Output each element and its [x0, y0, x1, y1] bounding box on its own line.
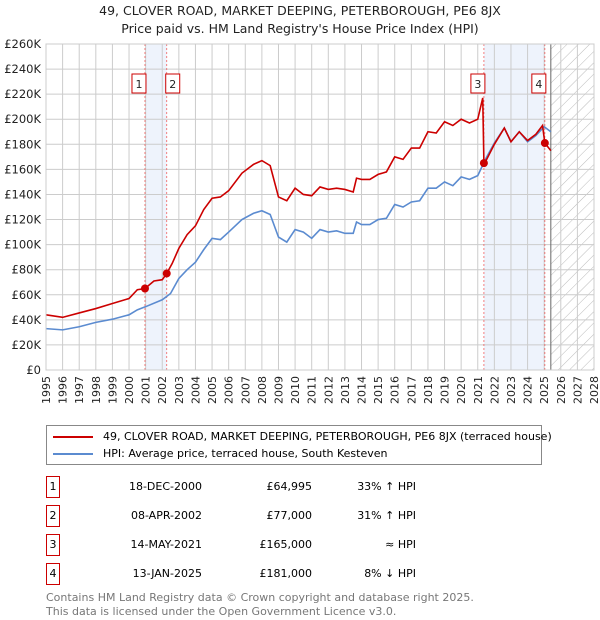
sale-point: [479, 159, 488, 168]
x-tick-label: 1997: [73, 376, 86, 404]
legend-item-property: 49, CLOVER ROAD, MARKET DEEPING, PETERBO…: [53, 430, 552, 443]
x-tick-label: 2021: [472, 376, 485, 404]
sale-number-badge: 3: [46, 534, 60, 556]
sale-price: £64,995: [266, 480, 313, 493]
x-tick-label: 1999: [106, 376, 119, 404]
sale-date: 18-DEC-2000: [128, 480, 202, 493]
sale-label-box: [131, 73, 147, 94]
x-tick-label: 2013: [339, 376, 352, 404]
x-tick-label: 2024: [522, 376, 535, 404]
y-tick-label: £260K: [4, 37, 41, 51]
sale-date: 08-APR-2002: [130, 509, 202, 522]
sale-date: 14-MAY-2021: [130, 538, 202, 551]
x-tick-label: 2019: [439, 376, 452, 404]
y-tick-label: £180K: [4, 137, 41, 151]
sale-label-box: [531, 73, 547, 94]
sale-point: [162, 269, 171, 278]
x-tick-label: 2004: [189, 376, 202, 404]
y-tick-label: £0: [26, 363, 41, 377]
sale-price: £77,000: [266, 509, 313, 522]
x-tick-label: 1995: [40, 376, 53, 404]
highlight-band: [144, 44, 167, 370]
x-tick-label: 2008: [256, 376, 269, 404]
sale-hpi-diff: 33% ↑ HPI: [357, 480, 416, 493]
x-tick-label: 2003: [173, 376, 186, 404]
footer-line: Contains HM Land Registry data © Crown c…: [46, 591, 474, 604]
sale-hpi-diff: ≈ HPI: [385, 538, 416, 551]
sale-label: 4: [535, 78, 542, 91]
x-tick-label: 1996: [57, 376, 70, 404]
legend-label: HPI: Average price, terraced house, Sout…: [103, 447, 388, 460]
sale-label-box: [165, 73, 181, 94]
forecast-hatch: [550, 44, 594, 370]
x-tick-label: 2018: [422, 376, 435, 404]
y-tick-label: £20K: [12, 338, 42, 352]
sale-hpi-diff: 31% ↑ HPI: [357, 509, 416, 522]
x-tick-label: 2015: [372, 376, 385, 404]
sale-point: [540, 139, 549, 148]
sale-number-badge: 2: [46, 505, 60, 527]
sale-label: 1: [135, 78, 142, 91]
legend-item-hpi: HPI: Average price, terraced house, Sout…: [53, 447, 387, 460]
sale-price: £181,000: [259, 567, 313, 580]
sale-label-box: [470, 73, 486, 94]
sale-date: 13-JAN-2025: [132, 567, 202, 580]
footer-line: This data is licensed under the Open Gov…: [46, 605, 397, 618]
x-tick-label: 2026: [555, 376, 568, 404]
x-tick-label: 2009: [272, 376, 285, 404]
y-tick-label: £100K: [4, 238, 41, 252]
x-tick-label: 2014: [356, 376, 369, 404]
x-tick-label: 2005: [206, 376, 219, 404]
plot-area: 1995 1996 1997 1998 1999 2000 2001 2002 2003 2004…: [4, 37, 600, 404]
x-tick-label: 2023: [505, 376, 518, 404]
sale-number-badge: 1: [46, 476, 60, 498]
y-tick-label: £80K: [12, 263, 42, 277]
x-tick-label: 2025: [538, 376, 551, 404]
x-tick-label: 2027: [571, 376, 584, 404]
hpi-line: [45, 125, 552, 331]
x-tick-label: 2006: [223, 376, 236, 404]
y-tick-label: £160K: [4, 162, 41, 176]
plot-border: [45, 43, 595, 371]
y-tick-label: £140K: [4, 187, 41, 201]
sale-number-badge: 4: [46, 563, 60, 585]
footer: Contains HM Land Registry data © Crown c…: [46, 591, 474, 619]
x-tick-label: 2001: [140, 376, 153, 404]
x-tick-label: 2020: [455, 376, 468, 404]
y-tick-label: £60K: [12, 288, 42, 302]
x-tick-label: 2028: [588, 376, 600, 404]
sale-point: [140, 284, 149, 293]
y-tick-label: £220K: [4, 87, 41, 101]
x-tick-label: 2012: [322, 376, 335, 404]
sale-price: £165,000: [259, 538, 313, 551]
x-tick-label: 2000: [123, 376, 136, 404]
chart-title: 49, CLOVER ROAD, MARKET DEEPING, PETERBO…: [99, 3, 501, 18]
x-tick-label: 2002: [156, 376, 169, 404]
x-tick-label: 1998: [90, 376, 103, 404]
chart-subtitle: Price paid vs. HM Land Registry's House …: [121, 21, 479, 36]
y-tick-label: £200K: [4, 112, 41, 126]
x-tick-label: 2011: [306, 376, 319, 404]
y-tick-label: £240K: [4, 62, 41, 76]
sale-label: 2: [169, 78, 176, 91]
x-tick-label: 2022: [488, 376, 501, 404]
x-tick-label: 2017: [405, 376, 418, 404]
sale-label: 3: [474, 78, 481, 91]
property-price-line: [45, 97, 552, 319]
y-tick-label: £120K: [4, 213, 41, 227]
legend: 49, CLOVER ROAD, MARKET DEEPING, PETERBO…: [46, 425, 552, 465]
x-tick-label: 2007: [239, 376, 252, 404]
x-tick-label: 2016: [389, 376, 402, 404]
sale-hpi-diff: 8% ↓ HPI: [364, 567, 416, 580]
legend-label: 49, CLOVER ROAD, MARKET DEEPING, PETERBO…: [103, 430, 552, 443]
x-tick-label: 2010: [289, 376, 302, 404]
y-tick-label: £40K: [12, 313, 42, 327]
